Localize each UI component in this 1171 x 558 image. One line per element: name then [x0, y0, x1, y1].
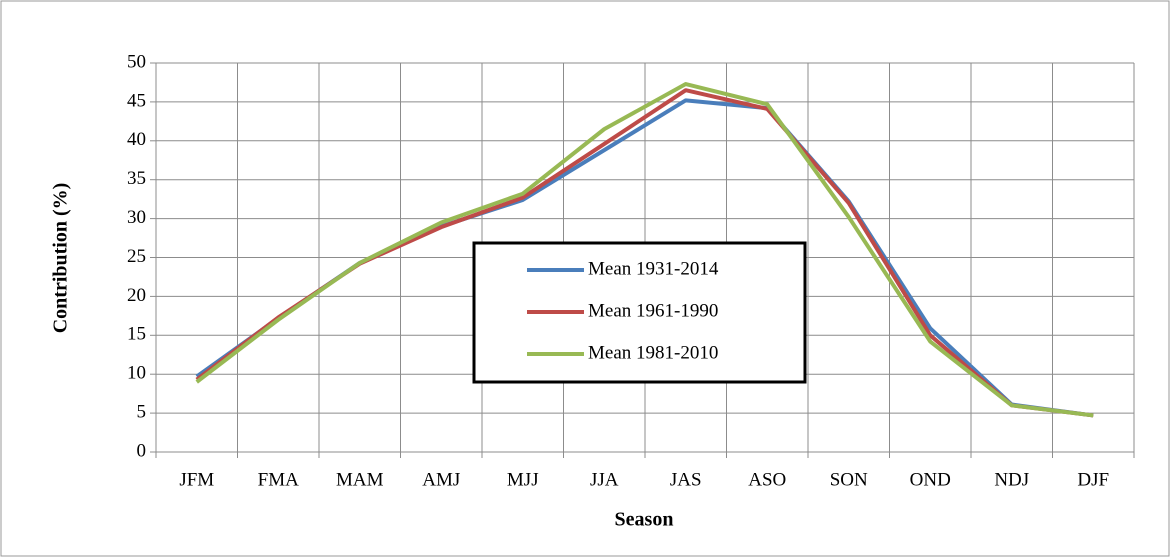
x-tick-label: MJJ	[507, 469, 539, 490]
x-axis-title: Season	[615, 509, 674, 531]
y-tick-label: 50	[127, 51, 146, 72]
y-tick-label: 0	[137, 440, 147, 461]
y-tick-label: 20	[127, 285, 146, 306]
y-axis-title: Contribution (%)	[50, 183, 72, 334]
y-tick-label: 10	[127, 363, 146, 384]
x-tick-label: JAS	[670, 469, 702, 490]
y-tick-label: 5	[137, 401, 147, 422]
y-tick-label: 15	[127, 324, 146, 345]
legend-label: Mean 1931-2014	[588, 258, 719, 279]
y-tick-label: 35	[127, 168, 146, 189]
series-line	[195, 82, 1094, 418]
y-tick-label: 30	[127, 207, 146, 228]
x-tick-label: JFM	[179, 469, 214, 490]
x-tick-label: DJF	[1077, 469, 1109, 490]
legend-label: Mean 1961-1990	[588, 300, 718, 321]
x-tick-label: JJA	[590, 469, 619, 490]
x-tick-label: SON	[830, 469, 868, 490]
x-tick-label: OND	[910, 469, 951, 490]
x-tick-label: ASO	[748, 469, 786, 490]
legend-label: Mean 1981-2010	[588, 342, 718, 363]
x-tick-label: AMJ	[422, 469, 460, 490]
x-tick-label: NDJ	[994, 469, 1029, 490]
y-tick-label: 45	[127, 90, 146, 111]
y-tick-label: 25	[127, 246, 146, 267]
y-tick-label: 40	[127, 129, 146, 150]
x-tick-label: FMA	[258, 469, 299, 490]
x-tick-label: MAM	[336, 469, 384, 490]
